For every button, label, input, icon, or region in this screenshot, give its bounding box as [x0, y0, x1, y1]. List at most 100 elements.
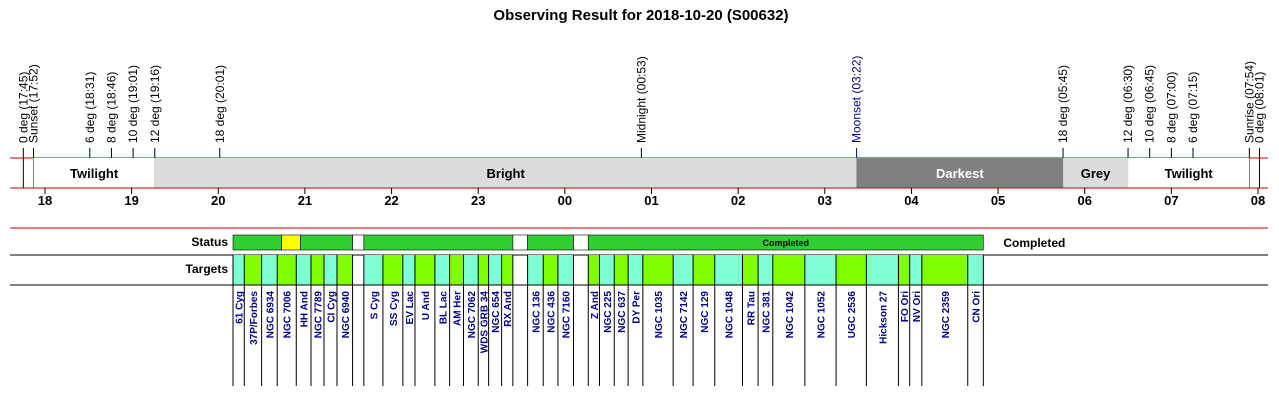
target-name: NGC 637 [617, 291, 628, 333]
hour-tick-label: 19 [124, 193, 138, 208]
target-bar-2 [261, 255, 278, 285]
sky-band-1 [154, 158, 857, 188]
target-name: EV Lac [405, 291, 416, 325]
target-name: BL Lac [438, 291, 449, 325]
target-bar-4 [296, 255, 311, 285]
target-name: CI Cyg [326, 291, 337, 323]
target-name: NGC 225 [603, 291, 614, 333]
hour-tick-label: 07 [1164, 193, 1178, 208]
sky-band-0 [33, 158, 155, 188]
target-bar-9 [382, 255, 403, 285]
hour-tick-label: 06 [1077, 193, 1091, 208]
status-segment-0 [232, 234, 282, 251]
target-name: NGC 136 [531, 291, 542, 333]
target-name: NGC 6934 [265, 291, 276, 339]
event-label: 18 deg (20:01) [213, 65, 227, 143]
target-name: CN Ori [972, 291, 983, 323]
target-bar-22 [599, 255, 615, 285]
hour-tick-label: 05 [991, 193, 1005, 208]
target-name: AM Her [453, 291, 464, 326]
target-name: 37P/Forbes [249, 291, 260, 345]
status-segment-2 [300, 234, 353, 251]
target-name: U And [421, 291, 432, 320]
target-bar-23 [614, 255, 629, 285]
event-label: 12 deg (06:30) [1121, 65, 1135, 143]
target-name: NGC 381 [761, 291, 772, 333]
status-right-text: Completed [1003, 236, 1065, 250]
target-bar-13 [449, 255, 464, 285]
target-name: NGC 2359 [941, 291, 952, 339]
target-bar-5 [310, 255, 324, 285]
event-label: Sunrise (07:54) [1242, 61, 1256, 143]
event-label: 10 deg (19:01) [126, 65, 140, 143]
target-bar-21 [588, 255, 600, 285]
target-bar-26 [673, 255, 694, 285]
sky-band-label: Twilight [1165, 166, 1214, 181]
target-name: NGC 129 [700, 291, 711, 333]
sky-band-label: Twilight [70, 166, 119, 181]
event-label: Sunset (17:52) [26, 64, 40, 143]
sky-band-label: Grey [1081, 166, 1111, 181]
target-bar-3 [277, 255, 297, 285]
target-name: Z And [590, 291, 601, 319]
target-bar-25 [642, 255, 674, 285]
target-bar-31 [772, 255, 805, 285]
target-bar-24 [628, 255, 643, 285]
event-label: 10 deg (06:45) [1143, 65, 1157, 143]
target-name: WDS GRB 34 [479, 291, 490, 354]
target-bar-7 [336, 255, 353, 285]
sky-band-2 [856, 158, 1064, 188]
event-label: 0 deg (17:45) [16, 72, 30, 143]
event-label: Moonset (03:22) [850, 56, 864, 143]
hour-axis: 18 19 20 21 22 23 00 01 02 03 04 05 06 07 08 [10, 188, 1268, 229]
target-name: NGC 1048 [725, 291, 736, 339]
target-name: DY Per [631, 291, 642, 324]
hour-tick-label: 08 [1251, 193, 1265, 208]
target-bar-8 [363, 255, 383, 285]
hour-tick-label: 22 [384, 193, 398, 208]
sky-bands: Twilight Bright Darkest Grey Twilight [10, 157, 1268, 189]
sky-band-label: Darkest [936, 166, 984, 181]
hour-tick-label: 01 [644, 193, 658, 208]
target-name: NGC 1052 [816, 291, 827, 339]
hour-tick-label: 21 [298, 193, 312, 208]
target-name: RR Tau [746, 291, 757, 325]
target-name: NV Ori [912, 291, 923, 322]
status-segment-3 [352, 234, 365, 251]
target-name: NGC 1035 [654, 291, 665, 339]
target-bar-18 [527, 255, 544, 285]
target-bar-1 [244, 255, 262, 285]
target-name: RX And [503, 291, 514, 327]
target-name: UGC 2536 [847, 291, 858, 339]
target-name: Hickson 27 [878, 291, 889, 344]
target-bar-27 [693, 255, 715, 285]
target-bar-34 [866, 255, 899, 285]
event-markers: 0 deg (17:45)Sunset (17:52) 6 deg (18:31)… [16, 56, 1266, 188]
sky-band-3 [1063, 158, 1129, 188]
targets-row-label: Targets [186, 262, 229, 276]
target-bar-0 [233, 255, 245, 285]
target-name: NGC 6940 [341, 291, 352, 339]
status-segment-4 [363, 234, 514, 251]
target-bar-15 [478, 255, 489, 285]
event-label: 0 deg (08:01) [1252, 72, 1266, 143]
target-bar-16 [488, 255, 502, 285]
hour-tick-label: 00 [558, 193, 572, 208]
hour-tick-label: 20 [211, 193, 225, 208]
target-name: HH And [300, 291, 311, 327]
target-bar-11 [414, 255, 435, 285]
target-bar-29 [742, 255, 759, 285]
event-label: 18 deg (05:45) [1056, 65, 1070, 143]
target-bar-35 [898, 255, 910, 285]
target-name: NGC 7062 [467, 291, 478, 339]
hour-tick-label: 02 [731, 193, 745, 208]
status-row: Status Completed Completed [10, 234, 1268, 256]
target-name: S Cyg [369, 291, 380, 319]
status-row-label: Status [191, 235, 228, 249]
target-bar-28 [714, 255, 743, 285]
sky-band-4 [1128, 158, 1250, 188]
target-name: NGC 654 [491, 291, 502, 333]
target-name: NGC 7789 [313, 291, 324, 339]
target-bar-6 [323, 255, 337, 285]
event-label: 12 deg (19:16) [148, 65, 162, 143]
